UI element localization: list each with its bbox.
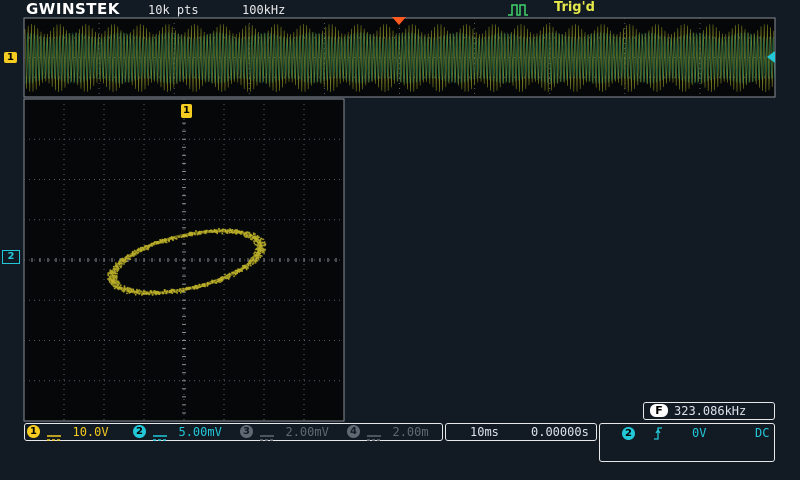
trigger-pulse-icon — [508, 4, 528, 16]
ch1-overview-marker[interactable]: 1 — [4, 52, 17, 63]
trigger-status: Trig'd — [554, 0, 595, 15]
frequency-value: 323.086kHz — [674, 404, 747, 418]
rising-edge-icon — [654, 427, 662, 440]
ch2-badge: 2 — [133, 425, 146, 438]
ch2-level-marker-overview — [767, 51, 775, 63]
ch3-badge: 3 — [240, 425, 253, 438]
dc-coupling-icon — [260, 429, 275, 441]
trigger-level: 0V — [692, 426, 707, 440]
ch2-y-marker[interactable]: 2 — [2, 250, 20, 264]
ch4-badge: 4 — [347, 425, 360, 438]
trigger-coupling: DC — [755, 426, 770, 440]
ch4-scale: 2.00m — [392, 425, 429, 439]
trigger-position-marker — [392, 17, 406, 25]
dc-coupling-icon — [153, 429, 168, 441]
ch2-status[interactable]: 2 5.00mV — [133, 424, 222, 441]
record-length: 10k pts — [148, 3, 199, 17]
frequency-counter[interactable]: F 323.086kHz — [643, 402, 775, 420]
ch2-overview-trace — [25, 32, 775, 84]
brand-logo: GWINSTEK — [26, 0, 120, 18]
sample-rate: 100kHz — [242, 3, 286, 17]
trigger-source-badge: 2 — [622, 427, 635, 440]
ch1-scale: 10.0V — [72, 425, 109, 439]
ch1-status[interactable]: 1 10.0V — [27, 424, 109, 441]
ch3-status[interactable]: 3 2.00mV — [240, 424, 329, 441]
dc-coupling-icon — [47, 429, 62, 441]
ch4-status[interactable]: 4 2.00m — [347, 424, 429, 441]
ch1-badge: 1 — [27, 425, 40, 438]
ch3-scale: 2.00mV — [285, 425, 329, 439]
ch1-overview-trace — [24, 23, 775, 93]
xy-graticule[interactable] — [0, 96, 360, 426]
timebase-scale: 10ms — [470, 425, 499, 439]
channel-status-bar[interactable]: 1 10.0V 2 5.00mV 3 2.00mV 4 2.00m — [24, 423, 443, 441]
trigger-panel[interactable]: 2 0V DC — [599, 423, 775, 462]
waveform-overview[interactable] — [0, 14, 800, 100]
horizontal-position: 0.00000s — [531, 425, 589, 439]
timebase-status[interactable]: 10ms 0.00000s — [445, 423, 597, 441]
frequency-badge: F — [650, 404, 668, 417]
xy-ellipse-core — [110, 229, 262, 295]
ch1-x-marker[interactable]: 1 — [181, 104, 192, 118]
ch2-scale: 5.00mV — [178, 425, 222, 439]
dc-coupling-icon — [367, 429, 382, 441]
